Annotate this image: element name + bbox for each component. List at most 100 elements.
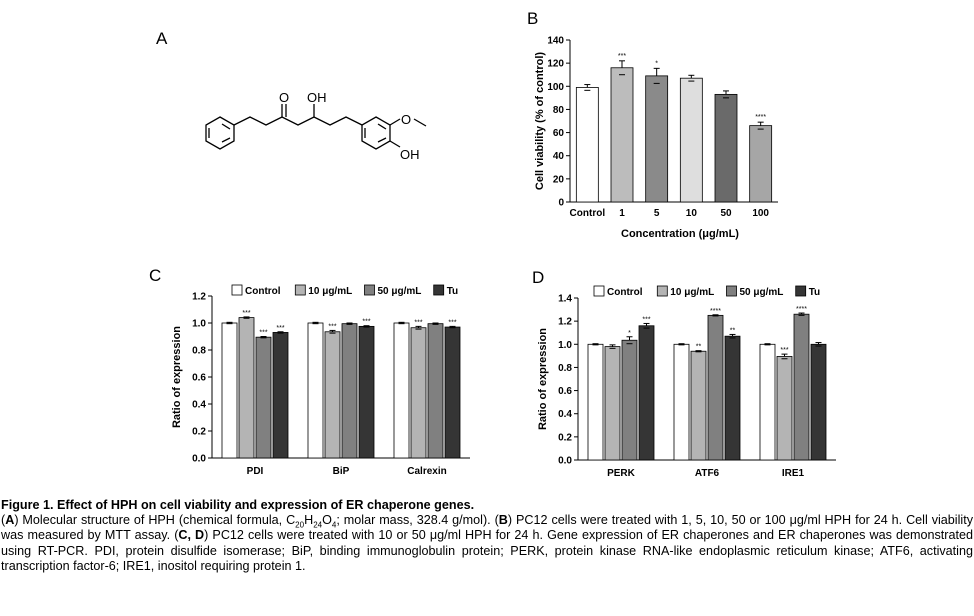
y-tick-label: 0	[558, 198, 564, 209]
x-tick-label: 10	[686, 208, 698, 219]
significance-label: ****	[710, 308, 721, 315]
x-tick-label: ATF6	[695, 468, 720, 479]
bar	[444, 326, 461, 459]
y-tick-label: 60	[553, 128, 565, 139]
bar	[749, 125, 773, 203]
caption-subscript: 24	[313, 520, 323, 530]
legend-swatch	[656, 285, 668, 297]
bar	[610, 67, 634, 203]
phenol-oh-label: OH	[400, 147, 420, 162]
bar	[793, 313, 810, 461]
molecule-structure	[205, 104, 427, 150]
y-tick-label: 140	[547, 36, 564, 47]
legend-label: Tu	[447, 286, 458, 297]
y-tick-label: 100	[547, 82, 564, 93]
caption-subscript: 4	[331, 520, 337, 530]
methoxy-o-label: O	[401, 112, 411, 127]
y-tick-label: 40	[553, 151, 565, 162]
bar	[638, 325, 655, 461]
y-tick-label: 0.8	[192, 346, 206, 357]
y-tick-label: 1.2	[192, 292, 206, 303]
caption-text: ) PC12 cells were treated with 10 or 50 …	[1, 528, 974, 573]
significance-label: **	[730, 327, 736, 334]
legend-swatch	[593, 285, 605, 297]
significance-label: ***	[362, 319, 370, 326]
caption-ref-b: B	[498, 513, 508, 528]
x-tick-label: 1	[619, 208, 625, 219]
significance-label: ***	[259, 330, 267, 337]
y-tick-label: 0.8	[558, 363, 572, 374]
ketone-o-label: O	[279, 90, 289, 105]
y-tick-label: 0.0	[192, 454, 206, 465]
y-tick-label: 0.6	[558, 386, 572, 397]
significance-label: ***	[642, 316, 650, 323]
legend-swatch	[294, 284, 306, 296]
y-tick-label: 0.2	[192, 427, 206, 438]
y-tick-label: 1.0	[558, 340, 572, 351]
legend-label: 50 μg/mL	[740, 287, 784, 298]
legend-label: 10 μg/mL	[308, 286, 352, 297]
figure-caption: Figure 1. Effect of HPH on cell viabilit…	[1, 498, 973, 574]
figure-canvas: A O OH O OH B C D 0 20 40 60 80 100 120 140Cell…	[149, 9, 836, 479]
caption-text: (	[1, 513, 6, 528]
bar	[341, 323, 358, 459]
bar	[724, 335, 741, 461]
caption-text: H	[304, 513, 314, 528]
phenol-ring	[361, 116, 391, 150]
x-tick-label: PDI	[247, 466, 264, 477]
y-tick-label: 80	[553, 105, 565, 116]
caption-ref-a: A	[5, 513, 15, 528]
bar	[604, 346, 621, 461]
y-axis-label: Ratio of expression	[537, 328, 549, 430]
y-tick-label: 120	[547, 59, 564, 70]
legend-swatch	[795, 285, 807, 297]
carbon-chain	[233, 116, 363, 126]
y-tick-label: 1.0	[192, 319, 206, 330]
legend-swatch	[433, 284, 445, 296]
y-tick-label: 0.4	[192, 400, 206, 411]
hydroxyl-label: OH	[307, 90, 327, 105]
bar	[810, 343, 827, 461]
bar	[673, 343, 690, 461]
bar	[221, 322, 238, 459]
bar	[410, 327, 427, 459]
chart-d: 0.0 0.2 0.4 0.6 0.8 1.0 1.2 1.4 Ratio of express…	[537, 285, 836, 479]
bar	[690, 350, 707, 461]
significance-label: ***	[242, 310, 250, 317]
significance-label: **	[696, 344, 702, 351]
legend-swatch	[726, 285, 737, 297]
panel-label-a: A	[156, 29, 168, 48]
bar	[679, 77, 703, 203]
panel-label-b: B	[527, 9, 538, 28]
legend-label: 10 μg/mL	[670, 287, 714, 298]
phenyl-ring	[205, 116, 235, 150]
caption-text: O	[322, 513, 332, 528]
y-tick-label: 0.0	[558, 456, 572, 467]
x-tick-label: PERK	[607, 468, 636, 479]
bar	[759, 343, 776, 461]
bar	[621, 339, 638, 461]
caption-text: ) Molecular structure of HPH (chemical f…	[14, 513, 296, 528]
x-tick-label: IRE1	[782, 468, 805, 479]
y-tick-label: 0.6	[192, 373, 206, 384]
x-tick-label: Control	[570, 208, 606, 219]
bar	[707, 314, 724, 461]
bar	[393, 322, 410, 459]
caption-body: (A) Molecular structure of HPH (chemical…	[1, 513, 973, 574]
bar	[324, 331, 341, 459]
bar	[255, 336, 272, 459]
significance-label: *	[628, 330, 631, 337]
bar	[587, 343, 604, 461]
significance-label: ***	[328, 323, 336, 330]
bar	[427, 323, 444, 459]
x-tick-label: 100	[752, 208, 769, 219]
legend-swatch	[231, 284, 243, 296]
significance-label: ***	[780, 347, 788, 354]
y-tick-label: 0.4	[558, 409, 572, 420]
bar	[358, 325, 375, 459]
caption-text: ) PC12 cells were treated with 1, 5, 10,…	[1, 513, 973, 543]
bar	[272, 332, 289, 459]
bar	[645, 75, 669, 203]
significance-label: ***	[276, 325, 284, 332]
